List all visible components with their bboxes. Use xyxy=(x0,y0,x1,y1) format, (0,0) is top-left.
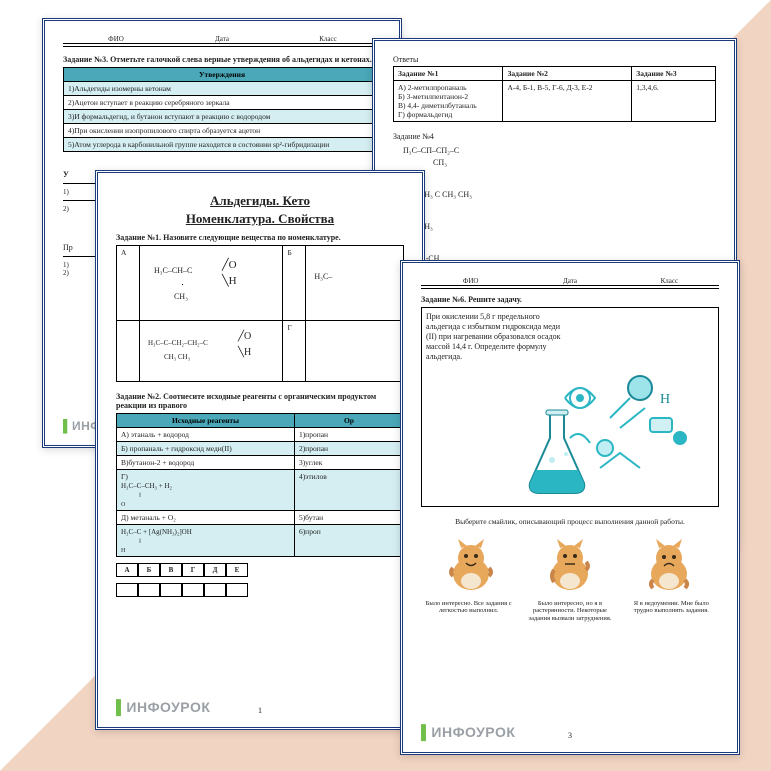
header-date: Дата xyxy=(169,35,275,43)
answers-label: Ответы xyxy=(393,55,716,64)
task3-title: Задание №3. Отметьте галочкой слева верн… xyxy=(63,55,381,64)
task6-problem: При окислении 5,8 г предельного альдегид… xyxy=(426,312,566,362)
answer-line: Б) 3-метилпентанон-2 xyxy=(398,92,498,101)
chem-structure-c: H₃C–C–CH₂–CH₂–C ╱O ╲H CH₃ CH₃ xyxy=(144,323,279,379)
table-row: 4)При окислении изопропилового спирта об… xyxy=(64,124,381,138)
table-row: 3)И формальдегид, и бутанон вступают в р… xyxy=(64,110,381,124)
chem-structure-b: H₃C– xyxy=(310,248,399,318)
caption-1: Было интересно. Все задания с легкостью … xyxy=(424,600,514,622)
header-fio: ФИО xyxy=(63,35,169,43)
cat-happy-icon[interactable] xyxy=(441,536,501,596)
answer-col3: 1,3,4,6. xyxy=(632,81,716,122)
page-number: 1 xyxy=(258,706,262,715)
svg-text:H: H xyxy=(660,392,670,407)
cat-sad-icon[interactable] xyxy=(639,536,699,596)
caption-2: Было интересно, но я в растерянности. Не… xyxy=(525,600,615,622)
answers-table: Задание №1 Задание №2 Задание №3 А) 2-ме… xyxy=(393,66,716,122)
chem-structure-a: H₃C–CH–C CH₃ ╱O ╲H xyxy=(144,248,279,318)
table-header: Утверждения xyxy=(64,68,381,82)
task1-title: Задание №1. Назовите следующие вещества … xyxy=(116,233,404,242)
caption-row: Было интересно. Все задания с легкостью … xyxy=(421,600,719,622)
table-row: 2)Ацетон вступает в реакцию серебряного … xyxy=(64,96,381,110)
task6-title: Задание №6. Решите задачу. xyxy=(421,295,719,304)
answer-line: Г) формальдегид xyxy=(398,110,498,119)
logo: ▌ИНФОУРОК xyxy=(116,699,210,715)
task2-table: Исходные реагенты Ор А) этаналь + водоро… xyxy=(116,413,404,557)
caption-3: Я в недоумении. Мне было трудно выполнят… xyxy=(626,600,716,622)
page-number: 3 xyxy=(568,731,572,740)
answer-grid-blank xyxy=(116,583,404,597)
answer-grid: А Б В Г Д Е xyxy=(116,563,404,577)
answer-line: А) 2-метилпропаналь xyxy=(398,83,498,92)
header-class: Класс xyxy=(275,35,381,43)
header-row: ФИО Дата Класс xyxy=(421,277,719,286)
smiley-prompt: Выберите смайлик, описывающий процесс вы… xyxy=(421,517,719,526)
logo: ▌ИНФОУРОК xyxy=(421,724,515,740)
task2-title: Задание №2. Соотнесите исходные реагенты… xyxy=(116,392,404,410)
worksheet-page-4: ФИО Дата Класс Задание №6. Решите задачу… xyxy=(400,260,740,755)
doc-title-2: Номенклатура. Свойства xyxy=(116,211,404,227)
table-row: 1)Альдегиды изомерны кетонам xyxy=(64,82,381,96)
doc-title-1: Альдегиды. Кето xyxy=(116,193,404,209)
flask-icon xyxy=(522,408,592,500)
header-row: ФИО Дата Класс xyxy=(63,35,381,44)
task6-box: При окислении 5,8 г предельного альдегид… xyxy=(421,307,719,507)
emoji-row xyxy=(421,536,719,596)
task1-table: А H₃C–CH–C CH₃ ╱O ╲H Б H₃C– xyxy=(116,245,404,382)
cat-confused-icon[interactable] xyxy=(540,536,600,596)
answer-col2: А-4, Б-1, В-5, Г-6, Д-3, Е-2 xyxy=(503,81,632,122)
task3-table: Утверждения 1)Альдегиды изомерны кетонам… xyxy=(63,67,381,152)
table-row: 5)Атом углерода в карбонильной группе на… xyxy=(64,138,381,152)
worksheet-page-2: Альдегиды. Кето Номенклатура. Свойства З… xyxy=(95,170,425,730)
answer-line: В) 4,4- диметилбутаналь xyxy=(398,101,498,110)
task4-label: Задание №4 xyxy=(393,132,716,141)
task4-formula: П₃С–СП–СП₂–С СП₃ 1) Н₃С СН₃ С СН₃ СН₃ 2)… xyxy=(403,145,716,249)
